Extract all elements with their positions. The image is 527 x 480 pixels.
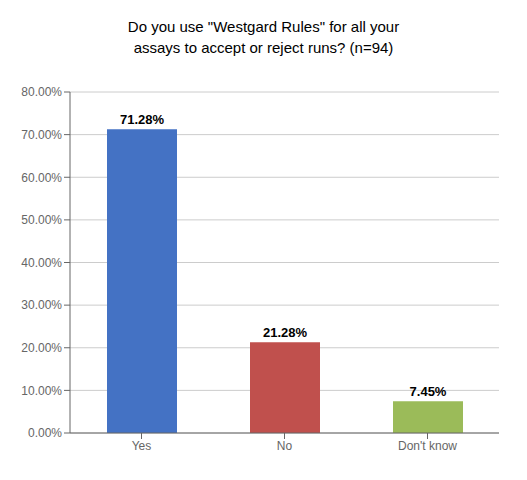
svg-text:Don't know: Don't know [398,439,457,453]
html-text:assays to accept or reject run: assays to accept or reject runs? (n=94) [133,39,394,56]
svg-text:20.00%: 20.00% [21,341,62,355]
svg-text:80.00%: 80.00% [21,85,62,99]
svg-text:0.00%: 0.00% [28,426,62,440]
svg-text:70.00%: 70.00% [21,128,62,142]
svg-text:30.00%: 30.00% [21,298,62,312]
svg-text:50.00%: 50.00% [21,213,62,227]
svg-text:40.00%: 40.00% [21,256,62,270]
svg-text:21.28%: 21.28% [263,325,308,340]
svg-text:Yes: Yes [132,439,152,453]
svg-text:7.45%: 7.45% [410,384,447,399]
svg-text:71.28%: 71.28% [120,112,165,127]
svg-text:60.00%: 60.00% [21,171,62,185]
svg-text:10.00%: 10.00% [21,384,62,398]
html-text:Do you use "Westgard Rules" fo: Do you use "Westgard Rules" for all your [127,18,400,35]
svg-text:No: No [277,439,293,453]
